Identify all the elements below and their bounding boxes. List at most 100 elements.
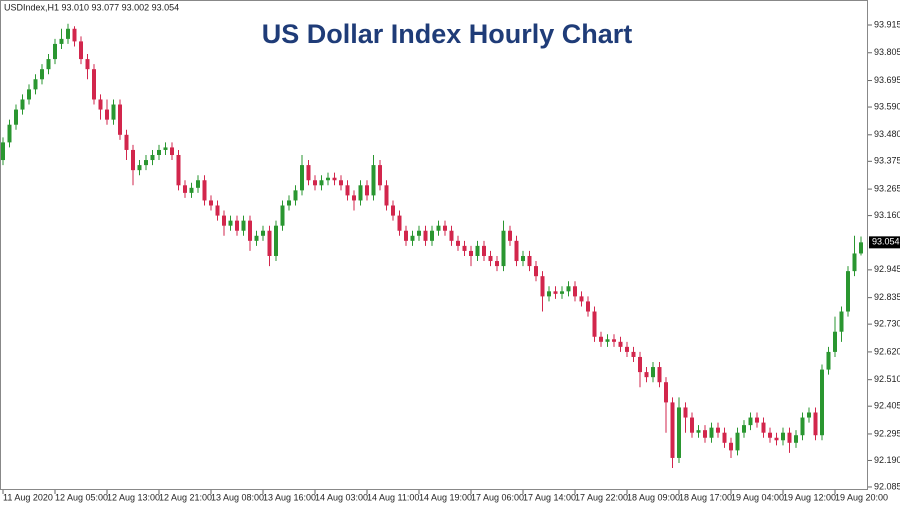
chart-title: US Dollar Index Hourly Chart <box>262 19 633 49</box>
candle-body <box>196 180 200 188</box>
y-tick-label: 92.730 <box>874 319 900 329</box>
candle-body <box>124 134 129 150</box>
candle-body <box>261 230 265 236</box>
y-tick-label: 93.695 <box>874 75 900 85</box>
candle-body <box>683 407 688 418</box>
candle-body <box>241 220 246 231</box>
candle-body <box>755 417 759 423</box>
candle-body <box>352 195 356 201</box>
candle-body <box>189 187 194 193</box>
candle-body <box>384 185 389 206</box>
candle-body <box>761 422 766 433</box>
candle-body <box>807 412 811 418</box>
candle-body <box>222 215 226 226</box>
y-tick-label: 92.295 <box>874 428 900 438</box>
candle-body <box>404 230 408 241</box>
candle-body <box>833 331 837 352</box>
candle-body <box>547 291 551 297</box>
candle-body <box>378 165 382 186</box>
last-price-label: 93.054 <box>872 237 900 247</box>
x-tick-label: 19 Aug 12:00 <box>783 492 836 502</box>
candle-body <box>852 253 857 272</box>
candle-body <box>59 38 64 44</box>
candle-body <box>625 346 629 352</box>
candle-body <box>631 351 636 357</box>
candle-body <box>794 435 798 443</box>
candle-body <box>66 28 70 39</box>
candle-body <box>306 165 311 181</box>
candle-body <box>228 220 233 226</box>
candle-body <box>651 367 655 378</box>
candle-body <box>742 425 746 433</box>
candle-body <box>293 190 298 201</box>
y-tick-label: 93.915 <box>874 19 900 29</box>
x-tick-label: 19 Aug 20:00 <box>835 492 888 502</box>
y-tick-label: 92.510 <box>874 374 900 384</box>
candle-body <box>670 402 675 458</box>
candle-body <box>677 407 681 458</box>
candle-body <box>131 149 135 171</box>
candle-body <box>248 220 252 241</box>
candle-body <box>462 245 467 251</box>
candle-body <box>137 165 142 171</box>
candle-body <box>521 255 525 262</box>
candle-body <box>410 235 415 241</box>
candle-body <box>163 147 168 150</box>
candle-body <box>85 59 90 70</box>
candle-body <box>638 356 642 373</box>
candle-body <box>417 230 421 236</box>
candle-body <box>722 432 727 443</box>
candle-body <box>657 367 662 383</box>
candle-body <box>280 205 285 226</box>
candle-body <box>592 311 597 337</box>
x-tick-label: 18 Aug 17:00 <box>679 492 732 502</box>
y-tick-label: 93.265 <box>874 183 900 193</box>
candle-body <box>326 177 330 181</box>
candle-body <box>14 109 18 125</box>
candle-body <box>98 99 103 110</box>
candle-body <box>53 43 57 60</box>
candle-body <box>540 276 545 297</box>
candle-body <box>332 177 337 181</box>
x-tick-label: 17 Aug 14:00 <box>523 492 576 502</box>
candle-body <box>553 291 558 294</box>
candle-body <box>391 205 395 216</box>
candle-body <box>287 200 291 206</box>
candle-body <box>176 155 181 186</box>
candle-body <box>313 180 317 186</box>
candle-body <box>514 240 519 262</box>
candle-body <box>215 205 220 216</box>
candle-body <box>826 351 831 370</box>
candle-body <box>449 230 454 241</box>
candle-body <box>599 336 603 342</box>
x-tick-label: 12 Aug 21:00 <box>159 492 212 502</box>
candle-body <box>800 417 805 436</box>
candle-body <box>859 242 863 254</box>
candle-body <box>495 261 499 267</box>
plot-frame <box>0 0 868 490</box>
candle-body <box>436 225 441 231</box>
x-tick-label: 13 Aug 16:00 <box>263 492 316 502</box>
candle-body <box>456 240 460 246</box>
candle-body <box>820 369 824 436</box>
x-tick-label: 19 Aug 04:00 <box>731 492 784 502</box>
candle-body <box>157 149 161 156</box>
candle-body <box>267 230 272 256</box>
y-tick-label: 92.620 <box>874 346 900 356</box>
candle-body <box>209 200 213 206</box>
candle-body <box>508 230 512 241</box>
candle-body <box>7 124 12 143</box>
candle-body <box>40 69 44 80</box>
candle-body <box>703 430 707 438</box>
candle-body <box>33 79 38 90</box>
y-tick-label: 92.945 <box>874 264 900 274</box>
x-tick-label: 14 Aug 19:00 <box>419 492 472 502</box>
candle-body <box>46 59 51 70</box>
candle-body <box>735 432 740 451</box>
y-tick-label: 92.405 <box>874 401 900 411</box>
candle-body <box>118 104 122 135</box>
x-tick-label: 17 Aug 06:00 <box>471 492 524 502</box>
candle-body <box>573 286 577 297</box>
